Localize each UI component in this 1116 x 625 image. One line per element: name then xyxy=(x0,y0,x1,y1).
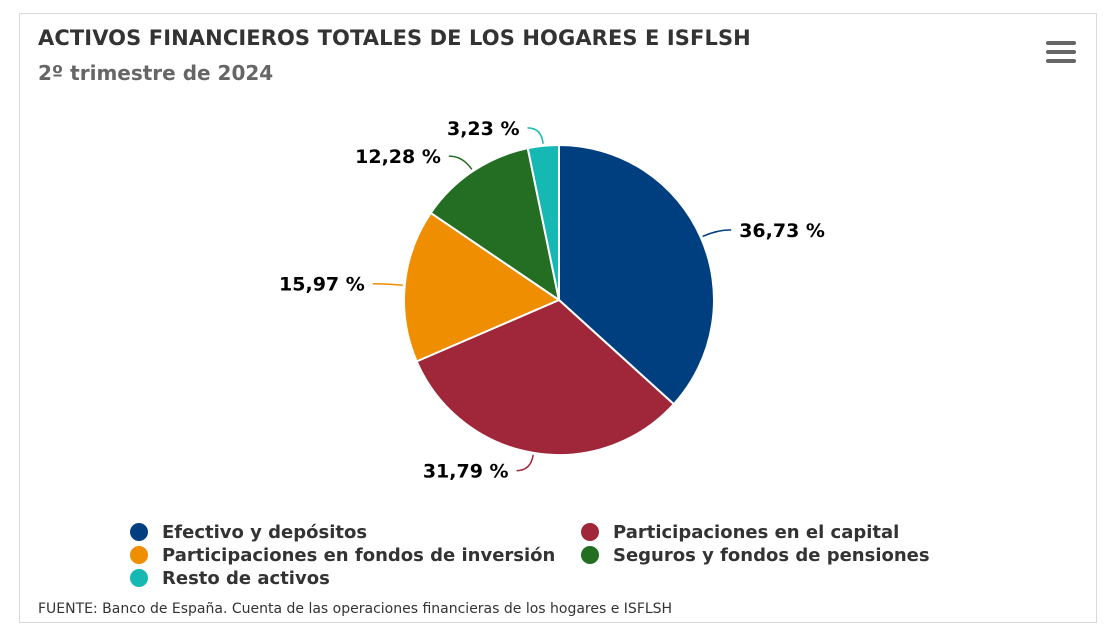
data-label-connector xyxy=(372,282,403,286)
legend-item-participaciones-capital[interactable]: Participaciones en el capital xyxy=(581,521,899,543)
slice-seguros-pensiones[interactable] xyxy=(429,147,560,301)
legend-label: Efectivo y depósitos xyxy=(162,521,368,543)
data-label: 12,28 % xyxy=(355,146,441,168)
slice-fondos-inversion[interactable] xyxy=(403,211,560,363)
chart-title: ACTIVOS FINANCIEROS TOTALES DE LOS HOGAR… xyxy=(38,26,751,50)
slice-resto-activos[interactable] xyxy=(526,144,560,301)
data-label: 31,79 % xyxy=(423,461,509,483)
slice-efectivo[interactable] xyxy=(558,144,715,406)
legend-marker xyxy=(581,546,599,564)
legend-label: Resto de activos xyxy=(162,567,330,589)
legend-label: Seguros y fondos de pensiones xyxy=(613,544,930,566)
legend-marker xyxy=(130,569,148,587)
hamburger-menu-icon[interactable] xyxy=(1040,37,1076,67)
data-label-connector xyxy=(702,229,732,238)
legend-marker xyxy=(130,546,148,564)
legend-item-efectivo[interactable]: Efectivo y depósitos xyxy=(130,521,367,543)
legend-item-seguros-pensiones[interactable]: Seguros y fondos de pensiones xyxy=(581,544,930,566)
source-note: FUENTE: Banco de España. Cuenta de las o… xyxy=(38,601,673,617)
legend-label: Participaciones en fondos de inversión xyxy=(162,544,556,566)
legend-label: Participaciones en el capital xyxy=(613,521,900,543)
data-label-connector xyxy=(448,155,473,170)
data-label: 36,73 % xyxy=(739,220,825,242)
data-label: 3,23 % xyxy=(447,118,520,140)
legend-item-resto-activos[interactable]: Resto de activos xyxy=(130,567,330,589)
legend-marker xyxy=(581,523,599,541)
data-label-connector xyxy=(527,127,544,144)
legend-marker xyxy=(130,523,148,541)
data-label-connector xyxy=(516,454,534,472)
legend-item-fondos-inversion[interactable]: Participaciones en fondos de inversión xyxy=(130,544,555,566)
data-label: 15,97 % xyxy=(279,274,365,296)
chart-subtitle: 2º trimestre de 2024 xyxy=(38,61,274,85)
slice-participaciones-capital[interactable] xyxy=(415,299,675,456)
